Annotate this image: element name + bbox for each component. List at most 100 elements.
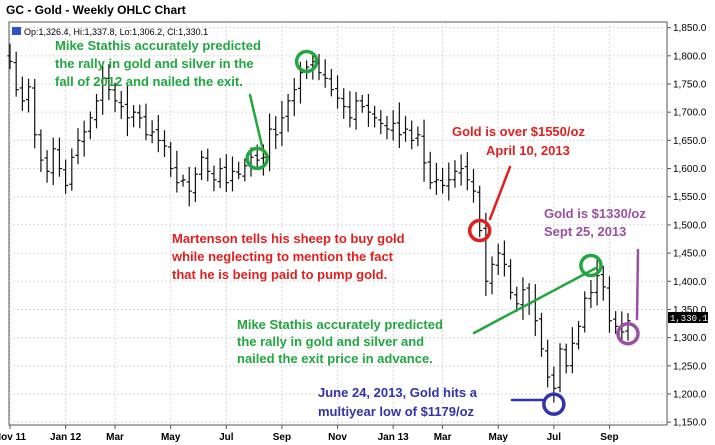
x-tick-label: May [488, 432, 508, 443]
ohlc-bar [106, 64, 112, 101]
annotation-line: Mike Stathis accurately predicted [55, 38, 261, 53]
ohlc-bar [625, 313, 631, 341]
ohlc-bar [575, 320, 582, 350]
x-tick-label: Jan 12 [50, 432, 82, 443]
annotation-line: Martenson tells his sheep to buy gold [172, 231, 405, 246]
ohlc-bar [477, 185, 483, 238]
ohlc-bar [273, 116, 279, 149]
ohlc-bar [7, 43, 13, 70]
ohlc-bar [347, 91, 353, 128]
ohlc-bar [495, 243, 501, 275]
y-tick-label: 1,500.0 [673, 220, 707, 231]
ohlc-bar [87, 111, 93, 140]
ohlc-bar [198, 150, 205, 181]
x-tick-label: Jul [219, 432, 234, 443]
ohlc-bar [168, 141, 174, 178]
ohlc-bar [501, 240, 507, 277]
ohlc-bar [25, 78, 32, 113]
x-tick-label: Sep [273, 432, 291, 443]
ohlc-bar [38, 129, 44, 172]
ohlc-bar [409, 120, 415, 150]
ohlc-bar [13, 51, 19, 97]
m-2012-high-marker [294, 49, 319, 74]
ohlc-bar [285, 93, 291, 132]
annotation-leaders [248, 93, 640, 402]
ohlc-bar [291, 78, 297, 117]
y-tick-label: 1,600.0 [673, 164, 707, 175]
ohlc-bar [223, 154, 229, 193]
y-axis: 1,150.0 1,200.0 1,250.0 1,300.0 1,350.0 1,400… [667, 23, 707, 429]
ohlc-bar [69, 148, 75, 191]
annotation-line: the rally in gold and silver in the [55, 56, 254, 71]
ohlc-bar [390, 110, 396, 141]
ohlc-bar [415, 126, 421, 147]
grid [9, 22, 667, 425]
ohlc-bar [334, 75, 341, 109]
ohlc-bar [606, 276, 613, 333]
ohlc-bar [464, 152, 470, 191]
y-tick-label: 1,250.0 [673, 361, 707, 372]
ohlc-bar [470, 168, 477, 203]
ohlc-bar [402, 116, 409, 142]
annotation-line: fall of 2012 and nailed the exit. [55, 74, 243, 89]
ohlc-bar [242, 158, 248, 182]
ohlc-bar [353, 92, 359, 130]
x-tick-label: Nov [328, 432, 347, 443]
ohlc-bar [137, 104, 143, 129]
y-tick-label: 1,700.0 [673, 108, 707, 119]
ohlc-bar [32, 78, 38, 149]
series-swatch [12, 27, 21, 35]
ohlc-bar [545, 339, 551, 388]
ohlc-bar [384, 116, 390, 140]
annotation-sept-2013: Gold is $1330/oz Sept 25, 2013 [544, 206, 646, 239]
x-axis: Nov 11 Jan 12 Mar May Jul Sep Nov Jan 13 Mar May J… [0, 425, 619, 443]
ohlc-bar [93, 93, 100, 129]
ohlc-bar [458, 154, 464, 186]
ohlc-bar [217, 158, 223, 189]
annotation-line: nailed the exit price in advance. [237, 351, 433, 366]
y-tick-label: 1,200.0 [673, 390, 707, 401]
ohlc-bar [44, 150, 50, 183]
ohlc-bar [192, 167, 198, 202]
y-tick-label: 1,450.0 [673, 249, 707, 260]
x-tick-label: Mar [106, 432, 124, 443]
y-tick-label: 1,400.0 [673, 277, 707, 288]
last-price-label: 1,330.1 [670, 314, 708, 324]
annotation-line: the rally in gold and silver and [237, 334, 424, 349]
annotation-line: April 10, 2013 [486, 143, 570, 158]
x-tick-label: Sep [600, 432, 618, 443]
ohlc-bar [124, 84, 131, 137]
ohlc-bar [421, 119, 427, 182]
m-june-low-marker [542, 392, 566, 416]
ohlc-bar [378, 110, 384, 135]
annotation-april-2013: Gold is over $1550/oz April 10, 2013 [452, 124, 585, 158]
annotation-stathis-2013: Mike Stathis accurately predicted the ral… [237, 317, 443, 366]
ohlc-bar [81, 120, 87, 157]
ohlc-bar [582, 291, 588, 333]
y-tick-label: 1,750.0 [673, 80, 707, 91]
m-sept-marker [616, 321, 640, 346]
annotation-line: June 24, 2013, Gold hits a [318, 385, 478, 400]
annotation-line: Gold is over $1550/oz [452, 124, 585, 139]
ohlc-bar [489, 256, 495, 295]
annotation-line: multiyear low of $1179/oz [318, 404, 475, 419]
ohlc-bar [19, 76, 25, 111]
ohlc-bar [155, 115, 161, 153]
ohlc-bar [520, 277, 526, 320]
annotation-stathis-2012: Mike Stathis accurately predicted the ral… [55, 38, 261, 89]
ohlc-bar [279, 101, 285, 147]
x-tick-label: Nov 11 [0, 432, 27, 443]
ohlc-bar [63, 159, 69, 194]
ohlc-readout: Op:1,326.4, Hi:1,337.8, Lo:1,306.2, Cl:1… [24, 27, 208, 37]
ohlc-bar [149, 120, 155, 144]
ohlc-bar [205, 148, 211, 182]
ohlc-bar [211, 165, 217, 192]
m-aug-2013-marker [579, 253, 603, 278]
ohlc-bar [563, 343, 569, 374]
ohlc-bar [588, 280, 594, 309]
ohlc-bar [514, 286, 520, 312]
y-tick-label: 1,650.0 [673, 136, 707, 147]
y-tick-label: 1,150.0 [673, 418, 707, 429]
